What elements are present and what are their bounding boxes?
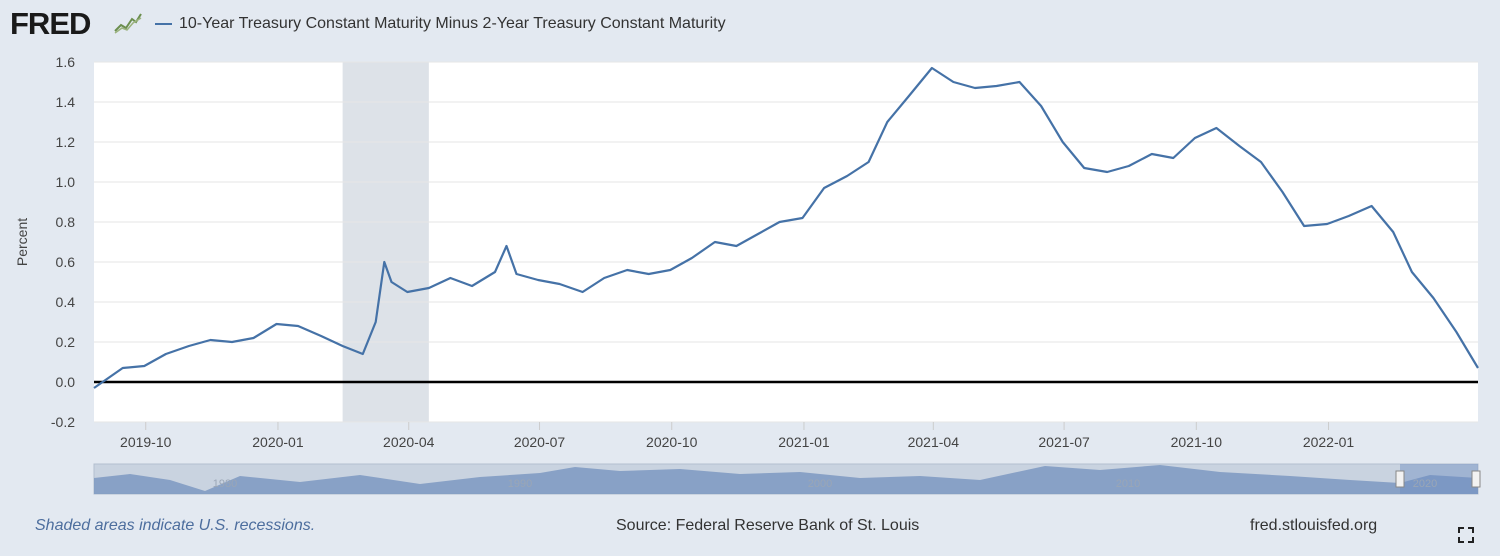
navigator-year-label: 2000 (808, 478, 832, 490)
legend-line-swatch (155, 22, 172, 25)
plot-background (94, 62, 1478, 422)
x-tick-label: 2022-01 (1303, 434, 1355, 450)
navigator-year-label: 2010 (1116, 478, 1140, 490)
y-tick-label: 0.4 (56, 294, 76, 310)
navigator-series-area (94, 465, 1478, 494)
line-chart[interactable]: -0.2 0.0 0.2 0.4 0.6 0.8 1.0 1.2 1.4 1.6 2019-10 2… (0, 0, 1500, 510)
x-tick-label: 2021-07 (1038, 434, 1090, 450)
y-tick-label: -0.2 (51, 414, 75, 430)
fullscreen-icon[interactable] (1458, 527, 1474, 543)
y-tick-label: 1.2 (56, 134, 76, 150)
data-source: Source: Federal Reserve Bank of St. Loui… (616, 517, 920, 534)
navigator-year-label: 1980 (213, 478, 237, 490)
x-tick-label: 2020-10 (646, 434, 698, 450)
series-legend-label: 10-Year Treasury Constant Maturity Minus… (179, 15, 726, 32)
x-tick-label: 2020-04 (383, 434, 435, 450)
series-line-t10y2y[interactable] (93, 66, 1479, 389)
recession-note: Shaded areas indicate U.S. recessions. (35, 517, 316, 534)
x-tick-label: 2020-01 (252, 434, 304, 450)
y-tick-label: 0.0 (56, 374, 76, 390)
navigator-left-handle[interactable] (1395, 470, 1405, 488)
x-tick-label: 2021-01 (778, 434, 830, 450)
y-tick-label: 0.2 (56, 334, 76, 350)
navigator-year-label: 2020 (1413, 478, 1437, 490)
recession-shading (342, 62, 429, 422)
y-tick-label: 1.0 (56, 174, 76, 190)
navigator-year-label: 1990 (508, 478, 532, 490)
series-legend[interactable]: 10-Year Treasury Constant Maturity Minus… (155, 15, 726, 33)
y-tick-label: 1.4 (56, 94, 76, 110)
site-url[interactable]: fred.stlouisfed.org (1250, 517, 1378, 534)
x-tick-label: 2019-10 (120, 434, 172, 450)
x-tick-label: 2020-07 (514, 434, 566, 450)
x-tick-label: 2021-04 (908, 434, 960, 450)
navigator-right-handle[interactable] (1471, 470, 1481, 488)
y-tick-label: 1.6 (56, 54, 76, 70)
navigator-selected-range (1400, 464, 1478, 494)
fred-logo-chart-icon (114, 12, 142, 34)
y-tick-label: 0.8 (56, 214, 76, 230)
range-navigator[interactable]: 1980 1990 2000 2010 2020 (93, 463, 1481, 495)
y-axis-label: Percent (14, 218, 30, 266)
fred-logo: FRED (10, 6, 91, 41)
x-tick-label: 2021-10 (1171, 434, 1223, 450)
y-tick-label: 0.6 (56, 254, 76, 270)
